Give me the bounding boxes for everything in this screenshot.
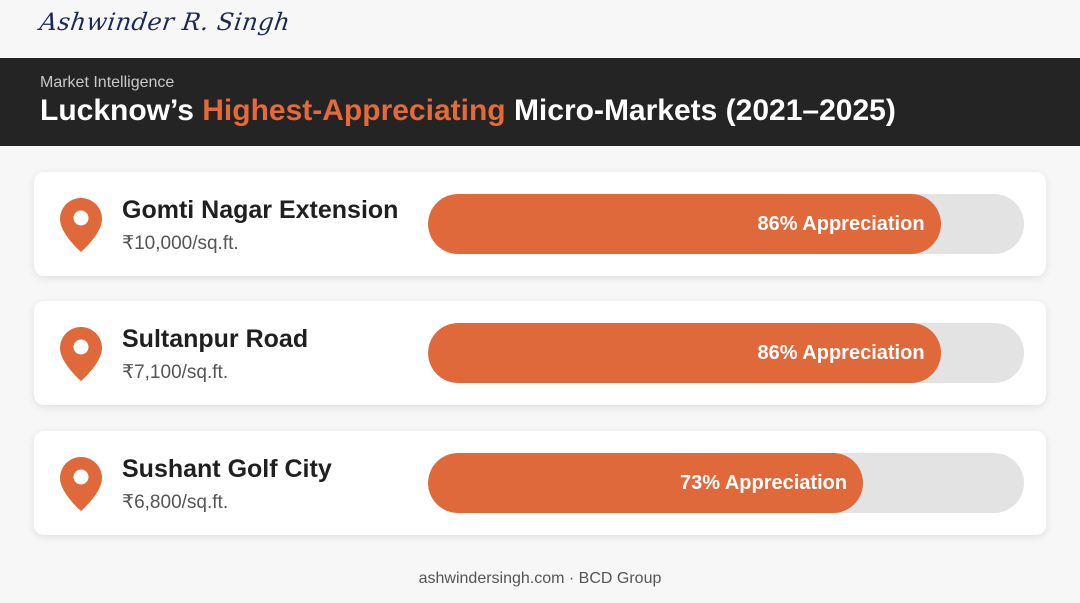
title-suffix: Micro-Markets (2021–2025) [505, 94, 896, 127]
footer-credit: ashwindersingh.com · BCD Group [418, 570, 662, 587]
market-card: Gomti Nagar Extension ₹10,000/sq.ft. 86%… [34, 172, 1046, 276]
market-card: Sushant Golf City ₹6,800/sq.ft. 73% Appr… [34, 431, 1046, 535]
appreciation-bar: 86% Appreciation [428, 194, 941, 254]
bar-value-label: 86% Appreciation [757, 213, 925, 235]
map-pin-icon [60, 457, 102, 511]
title-prefix: Lucknow’s [40, 94, 203, 127]
market-name: Sultanpur Road [122, 325, 309, 353]
author-signature: Ashwinder R. Singh [38, 8, 293, 36]
map-pin-icon [60, 327, 102, 381]
map-pin-icon [60, 198, 102, 252]
market-name: Sushant Golf City [122, 455, 332, 483]
bar-value-label: 73% Appreciation [679, 472, 848, 494]
bar-value-label: 86% Appreciation [757, 342, 925, 364]
market-price: ₹10,000/sq.ft. [122, 233, 239, 254]
bar-track: 86% Appreciation [428, 323, 1024, 383]
section-kicker: Market Intelligence [40, 74, 175, 91]
title-banner: Market Intelligence Lucknow’s Highest-Ap… [0, 58, 1080, 146]
appreciation-bar: 86% Appreciation [428, 323, 941, 383]
market-name: Gomti Nagar Extension [122, 196, 399, 224]
market-card: Sultanpur Road ₹7,100/sq.ft. 86% Appreci… [34, 301, 1046, 405]
market-price: ₹6,800/sq.ft. [122, 492, 229, 513]
appreciation-bar: 73% Appreciation [428, 453, 864, 513]
chart-title: Lucknow’s Highest-Appreciating Micro-Mar… [40, 94, 896, 128]
title-accent: Highest-Appreciating [202, 94, 506, 127]
bar-track: 86% Appreciation [428, 194, 1024, 254]
market-price: ₹7,100/sq.ft. [122, 362, 229, 383]
bar-track: 73% Appreciation [428, 453, 1024, 513]
